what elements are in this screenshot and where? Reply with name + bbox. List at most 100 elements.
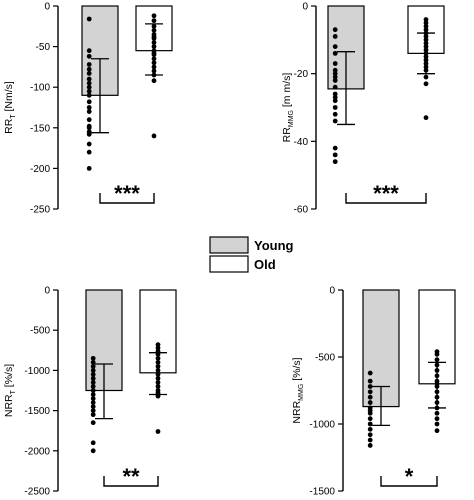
- data-point: [86, 109, 92, 114]
- data-point: [332, 61, 338, 66]
- data-point: [367, 378, 373, 384]
- y-tick-label: 0: [329, 286, 335, 297]
- legend-label-young: Young: [254, 238, 294, 253]
- data-point: [86, 80, 92, 86]
- data-point: [423, 81, 429, 87]
- data-point: [90, 376, 96, 381]
- y-axis-label-main: NRR: [3, 394, 15, 417]
- y-axis-label: RRMMG [m m/s]: [281, 73, 295, 143]
- data-point: [423, 40, 429, 46]
- data-point: [434, 416, 440, 422]
- data-point: [332, 105, 338, 110]
- data-point: [332, 159, 338, 165]
- y-tick-label: -500: [315, 353, 335, 364]
- data-point: [332, 152, 338, 158]
- y-tick-label: -60: [294, 205, 309, 216]
- y-axis-label-sub: MMG: [288, 110, 295, 127]
- data-point: [86, 117, 92, 123]
- y-tick-label: -50: [36, 42, 51, 53]
- y-tick-label: -20: [294, 69, 309, 80]
- y-axis-label-sub: T: [10, 389, 17, 394]
- data-point: [332, 67, 338, 73]
- data-point: [86, 48, 92, 54]
- data-point: [423, 74, 429, 80]
- significance-stars: ***: [114, 181, 140, 206]
- data-point: [151, 40, 157, 45]
- data-point: [155, 429, 161, 434]
- y-tick-label: -2500: [24, 487, 50, 498]
- significance-bracket: [103, 476, 159, 487]
- data-point: [90, 372, 96, 377]
- data-point: [423, 50, 429, 56]
- y-axis-label-unit: [%/s]: [291, 357, 303, 383]
- data-point: [423, 37, 429, 43]
- data-point: [155, 393, 161, 399]
- data-point: [151, 64, 157, 70]
- data-point: [367, 384, 373, 389]
- data-point: [86, 92, 92, 98]
- data-point: [332, 111, 338, 117]
- data-point: [332, 94, 338, 100]
- data-point: [90, 396, 96, 401]
- data-point: [151, 13, 157, 19]
- data-point: [90, 392, 96, 397]
- data-point: [90, 448, 96, 454]
- legend-label-old: Old: [254, 257, 276, 272]
- data-point: [367, 410, 373, 416]
- data-point: [90, 384, 96, 389]
- legend-swatch-young: [209, 236, 249, 254]
- data-point: [434, 362, 440, 368]
- data-point: [151, 72, 157, 78]
- data-point: [86, 66, 92, 72]
- y-axis-label-sub: MMG: [298, 384, 305, 401]
- data-point: [423, 67, 429, 73]
- data-point: [155, 368, 161, 373]
- y-tick-label: -2000: [24, 446, 50, 457]
- data-point: [90, 440, 96, 446]
- significance-bracket: [99, 193, 155, 204]
- data-point: [90, 408, 96, 413]
- data-point: [367, 416, 373, 422]
- significance-stars: ***: [373, 181, 399, 206]
- data-point: [90, 400, 96, 405]
- data-point: [434, 384, 440, 389]
- y-axis-label-main: NRR: [291, 400, 303, 423]
- data-point: [332, 71, 338, 77]
- data-point: [151, 27, 157, 33]
- data-point: [86, 53, 92, 59]
- y-axis-label-unit: [%/s]: [3, 364, 15, 390]
- data-point: [90, 404, 96, 409]
- data-point: [434, 428, 440, 434]
- panel-top-left: 0 -50 -100 -150 -200 -250 *** RRT [Nm/s]: [3, 2, 173, 216]
- data-point: [434, 405, 440, 411]
- data-point: [90, 380, 96, 385]
- data-point: [86, 149, 92, 155]
- y-tick-label: -150: [30, 123, 50, 134]
- y-tick-label: -40: [294, 137, 309, 148]
- data-point: [423, 115, 429, 121]
- data-point: [423, 17, 429, 22]
- data-point: [90, 359, 96, 365]
- data-point: [155, 384, 161, 389]
- data-point: [423, 47, 429, 53]
- data-point: [367, 432, 373, 438]
- significance-bracket: [345, 193, 427, 204]
- data-point: [86, 99, 92, 105]
- significance-stars: **: [122, 464, 140, 489]
- data-point: [434, 394, 440, 400]
- data-point: [423, 23, 429, 29]
- data-point: [434, 421, 440, 427]
- data-point: [151, 68, 157, 74]
- data-point: [86, 62, 92, 67]
- data-point: [332, 145, 338, 151]
- data-point: [90, 368, 96, 373]
- y-axis-label-unit: [Nm/s]: [3, 81, 15, 114]
- data-point: [332, 50, 338, 56]
- data-point: [151, 133, 157, 139]
- data-point: [332, 78, 338, 83]
- data-point: [332, 74, 338, 80]
- data-point: [151, 44, 157, 49]
- data-point: [423, 20, 429, 26]
- y-tick-label: -1500: [24, 406, 50, 417]
